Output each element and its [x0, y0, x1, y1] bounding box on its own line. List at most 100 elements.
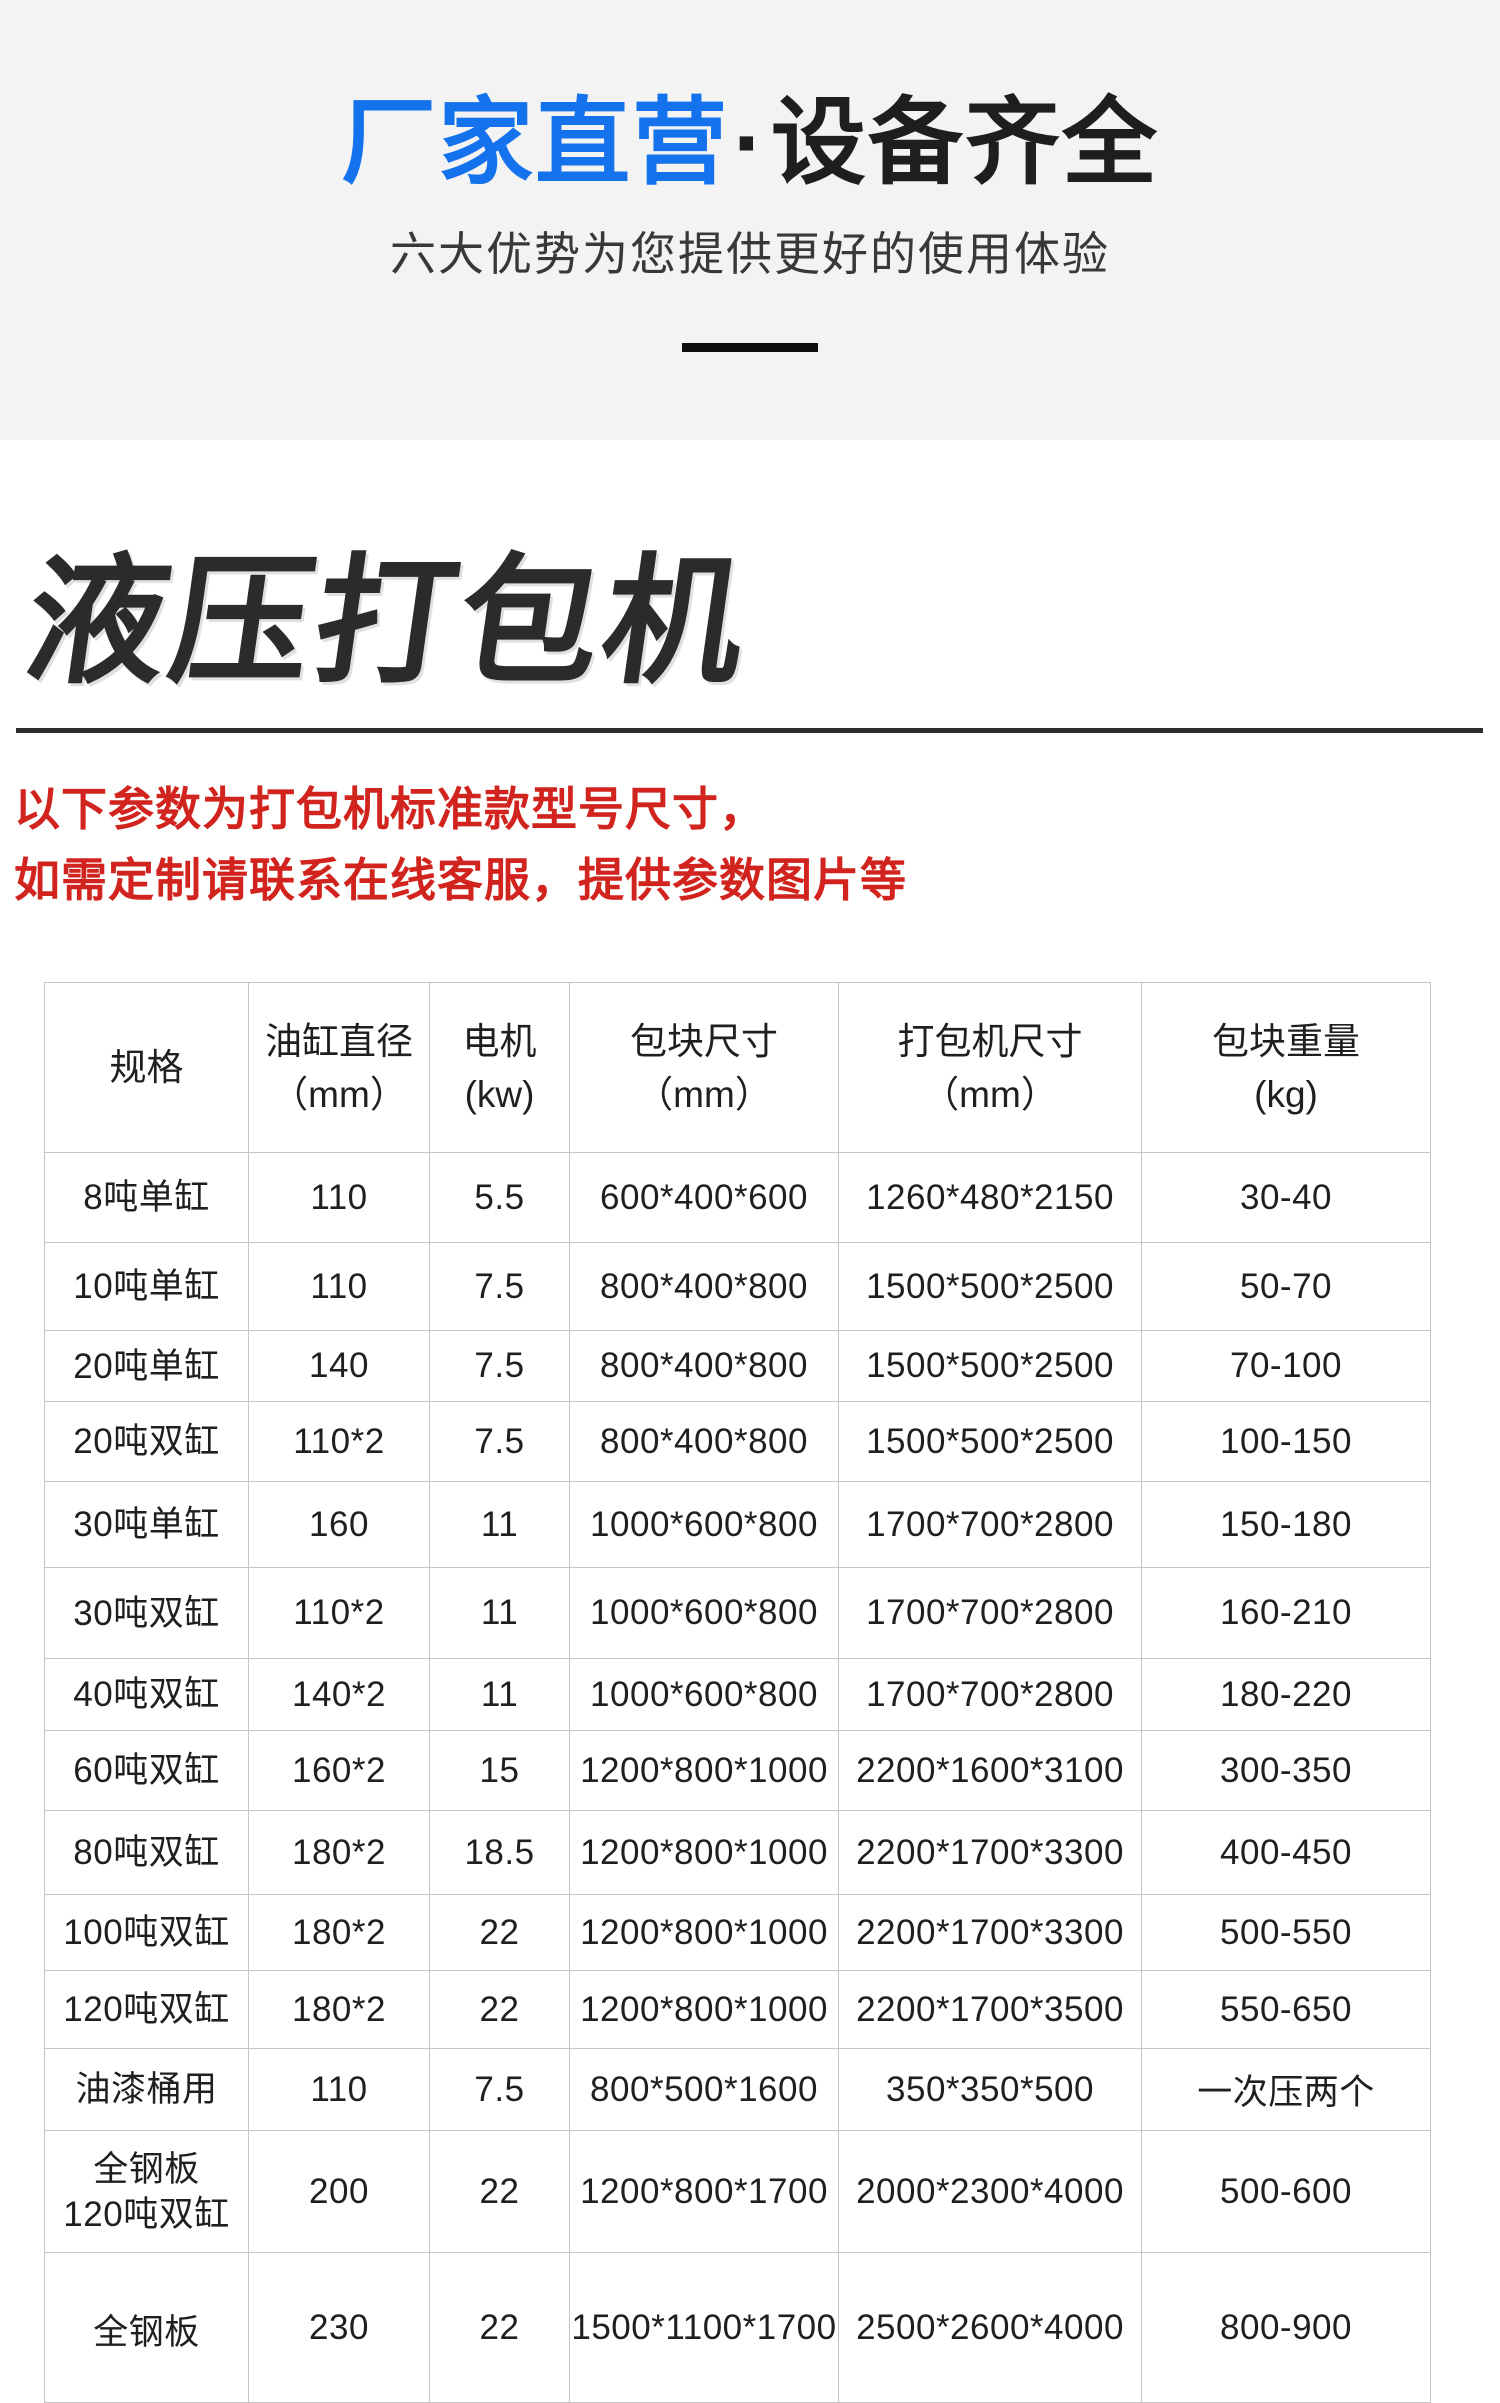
- cell-baler-size: 1500*500*2500: [838, 1242, 1142, 1331]
- note-line-2: 如需定制请联系在线客服，提供参数图片等: [14, 854, 907, 906]
- cell-cylinder-diameter: 110: [248, 2048, 430, 2131]
- cell-cylinder-diameter: 180*2: [248, 1970, 430, 2049]
- column-header-motor: 电机 (kw): [429, 982, 570, 1153]
- cell-spec: 80吨双缸: [44, 1810, 249, 1895]
- cell-baler-size: 1260*480*2150: [838, 1152, 1142, 1243]
- cell-bale-weight: 100-150: [1141, 1401, 1431, 1482]
- note-line-1: 以下参数为打包机标准款型号尺寸，: [14, 783, 766, 835]
- cell-cylinder-diameter: 180*2: [248, 1810, 430, 1895]
- cell-motor: 18.5: [429, 1810, 570, 1895]
- table-row: 10吨单缸 110 7.5 800*400*800 1500*500*2500 …: [44, 1242, 1431, 1331]
- cell-bale-weight: 50-70: [1141, 1242, 1431, 1331]
- cell-spec: 油漆桶用: [44, 2048, 249, 2131]
- cell-motor: 7.5: [429, 1330, 570, 1402]
- cell-spec: 20吨单缸: [44, 1330, 249, 1402]
- cell-spec: 10吨单缸: [44, 1242, 249, 1331]
- spec-table-header-row: 规格 油缸直径 （mm） 电机 (kw) 包块尺寸 （mm） 打包机尺寸 （mm） 包块…: [44, 982, 1431, 1153]
- cell-spec: 40吨双缸: [44, 1658, 249, 1731]
- cell-bale-size: 1200*800*1000: [569, 1730, 839, 1811]
- table-row: 30吨单缸 160 11 1000*600*800 1700*700*2800 …: [44, 1481, 1431, 1568]
- cell-bale-weight: 500-550: [1141, 1894, 1431, 1971]
- cell-baler-size: 2200*1600*3100: [838, 1730, 1142, 1811]
- cell-motor: 11: [429, 1481, 570, 1568]
- cell-cylinder-diameter: 160: [248, 1481, 430, 1568]
- cell-bale-size: 800*400*800: [569, 1242, 839, 1331]
- table-row: 80吨双缸 180*2 18.5 1200*800*1000 2200*1700…: [44, 1810, 1431, 1895]
- customization-note: 以下参数为打包机标准款型号尺寸， 如需定制请联系在线客服，提供参数图片等: [14, 774, 1500, 916]
- table-row: 20吨双缸 110*2 7.5 800*400*800 1500*500*250…: [44, 1401, 1431, 1482]
- cell-cylinder-diameter: 200: [248, 2130, 430, 2253]
- hero-title: 厂家直营·设备齐全: [0, 92, 1500, 195]
- cell-bale-weight: 400-450: [1141, 1810, 1431, 1895]
- cell-spec: 60吨双缸: [44, 1730, 249, 1811]
- cell-baler-size: 1500*500*2500: [838, 1330, 1142, 1402]
- cell-spec: 全钢板: [44, 2252, 249, 2403]
- table-row: 100吨双缸 180*2 22 1200*800*1000 2200*1700*…: [44, 1894, 1431, 1971]
- cell-baler-size: 1700*700*2800: [838, 1481, 1142, 1568]
- cell-bale-weight: 70-100: [1141, 1330, 1431, 1402]
- cell-motor: 22: [429, 2130, 570, 2253]
- hero-banner: 厂家直营·设备齐全 六大优势为您提供更好的使用体验: [0, 0, 1500, 440]
- cell-spec: 30吨单缸: [44, 1481, 249, 1568]
- cell-bale-size: 800*500*1600: [569, 2048, 839, 2131]
- cell-bale-size: 800*400*800: [569, 1330, 839, 1402]
- cell-spec: 120吨双缸: [44, 1970, 249, 2049]
- cell-bale-weight: 150-180: [1141, 1481, 1431, 1568]
- cell-motor: 11: [429, 1658, 570, 1731]
- cell-cylinder-diameter: 140*2: [248, 1658, 430, 1731]
- cell-baler-size: 350*350*500: [838, 2048, 1142, 2131]
- cell-spec: 100吨双缸: [44, 1894, 249, 1971]
- cell-spec: 全钢板 120吨双缸: [44, 2130, 249, 2253]
- hero-title-highlight: 厂家直营: [341, 90, 730, 196]
- product-section: 液压打包机 以下参数为打包机标准款型号尺寸， 如需定制请联系在线客服，提供参数图…: [0, 543, 1500, 2403]
- cell-motor: 22: [429, 1894, 570, 1971]
- table-row: 全钢板 120吨双缸 200 22 1200*800*1700 2000*2300…: [44, 2130, 1431, 2253]
- cell-baler-size: 1500*500*2500: [838, 1401, 1142, 1482]
- table-row: 30吨双缸 110*2 11 1000*600*800 1700*700*280…: [44, 1567, 1431, 1659]
- cell-bale-size: 1200*800*1000: [569, 1970, 839, 2049]
- cell-cylinder-diameter: 230: [248, 2252, 430, 2403]
- cell-spec: 30吨双缸: [44, 1567, 249, 1659]
- cell-baler-size: 1700*700*2800: [838, 1567, 1142, 1659]
- cell-bale-size: 1200*800*1000: [569, 1894, 839, 1971]
- cell-bale-weight: 160-210: [1141, 1567, 1431, 1659]
- column-header-baler-size: 打包机尺寸 （mm）: [838, 982, 1142, 1153]
- cell-bale-size: 1000*600*800: [569, 1481, 839, 1568]
- table-row: 40吨双缸 140*2 11 1000*600*800 1700*700*280…: [44, 1658, 1431, 1731]
- table-row: 8吨单缸 110 5.5 600*400*600 1260*480*2150 3…: [44, 1152, 1431, 1243]
- cell-bale-weight: 一次压两个: [1141, 2048, 1431, 2131]
- cell-bale-weight: 800-900: [1141, 2252, 1431, 2403]
- table-row: 120吨双缸 180*2 22 1200*800*1000 2200*1700*…: [44, 1970, 1431, 2049]
- cell-spec: 20吨双缸: [44, 1401, 249, 1482]
- cell-cylinder-diameter: 110: [248, 1152, 430, 1243]
- column-header-bale-weight: 包块重量 (kg): [1141, 982, 1431, 1153]
- cell-cylinder-diameter: 140: [248, 1330, 430, 1402]
- cell-motor: 5.5: [429, 1152, 570, 1243]
- cell-motor: 11: [429, 1567, 570, 1659]
- column-header-spec: 规格: [44, 982, 249, 1153]
- hero-title-rest: 设备齐全: [770, 90, 1159, 196]
- cell-bale-size: 1200*800*1700: [569, 2130, 839, 2253]
- cell-motor: 7.5: [429, 2048, 570, 2131]
- cell-spec: 8吨单缸: [44, 1152, 249, 1243]
- cell-baler-size: 2200*1700*3300: [838, 1810, 1142, 1895]
- hero-title-separator: ·: [733, 90, 767, 196]
- table-row: 全钢板 230 22 1500*1100*1700 2500*2600*4000…: [44, 2252, 1431, 2403]
- cell-bale-size: 600*400*600: [569, 1152, 839, 1243]
- cell-baler-size: 2000*2300*4000: [838, 2130, 1142, 2253]
- cell-baler-size: 1700*700*2800: [838, 1658, 1142, 1731]
- hero-subtitle: 六大优势为您提供更好的使用体验: [390, 228, 1110, 280]
- divider-dash: [682, 343, 818, 352]
- cell-motor: 15: [429, 1730, 570, 1811]
- cell-bale-weight: 300-350: [1141, 1730, 1431, 1811]
- cell-motor: 22: [429, 1970, 570, 2049]
- table-row: 20吨单缸 140 7.5 800*400*800 1500*500*2500 …: [44, 1330, 1431, 1402]
- cell-bale-size: 1500*1100*1700: [569, 2252, 839, 2403]
- cell-bale-weight: 180-220: [1141, 1658, 1431, 1731]
- cell-motor: 7.5: [429, 1401, 570, 1482]
- cell-bale-weight: 550-650: [1141, 1970, 1431, 2049]
- table-row: 60吨双缸 160*2 15 1200*800*1000 2200*1600*3…: [44, 1730, 1431, 1811]
- cell-baler-size: 2500*2600*4000: [838, 2252, 1142, 2403]
- cell-bale-weight: 30-40: [1141, 1152, 1431, 1243]
